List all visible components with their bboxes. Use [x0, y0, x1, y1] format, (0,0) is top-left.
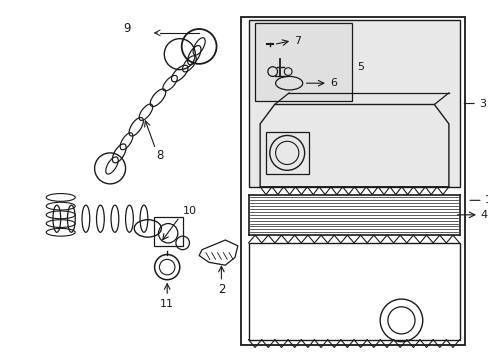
Text: 2: 2	[217, 283, 224, 296]
Bar	[265, 132, 308, 174]
Text: 10: 10	[183, 206, 196, 216]
Bar	[240, 17, 465, 345]
Text: 11: 11	[160, 299, 174, 309]
Text: 8: 8	[157, 149, 164, 162]
Text: 5: 5	[356, 62, 363, 72]
Text: 7: 7	[293, 36, 301, 46]
Text: 4: 4	[480, 210, 487, 220]
Bar	[248, 20, 459, 187]
Bar	[153, 217, 183, 246]
Bar	[248, 243, 459, 340]
Text: 6: 6	[329, 78, 336, 88]
Text: 3: 3	[478, 99, 485, 108]
Text: 9: 9	[122, 22, 130, 36]
Bar	[255, 23, 351, 101]
Text: 1: 1	[484, 195, 488, 205]
